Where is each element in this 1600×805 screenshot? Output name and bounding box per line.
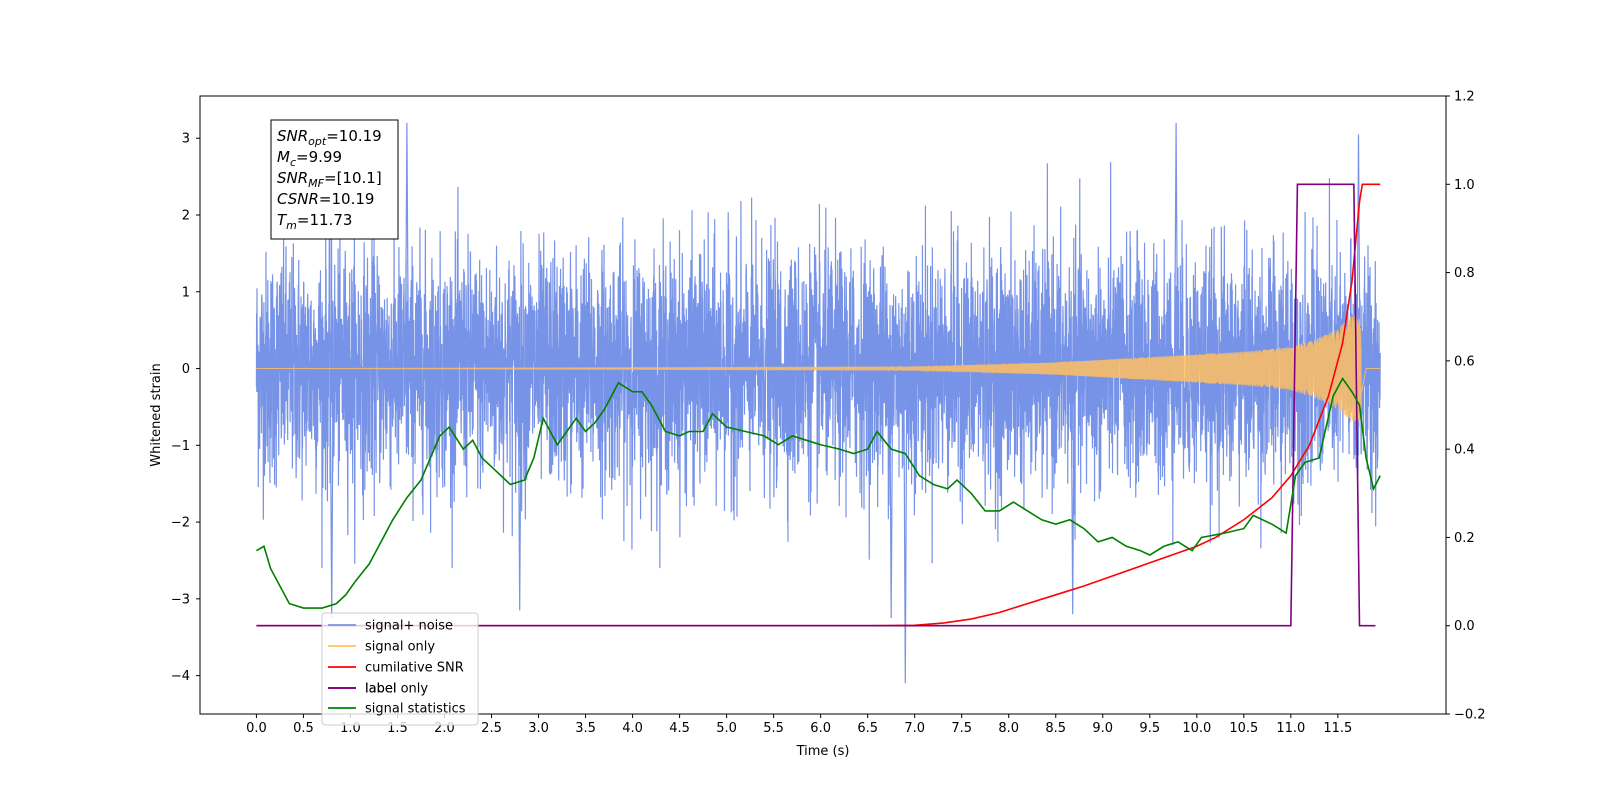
x-tick-label: 9.0 — [1092, 721, 1113, 736]
stats-line: SNRopt=10.19 — [277, 127, 382, 148]
x-tick-label: 2.5 — [481, 721, 502, 736]
series-cumilative-snr — [256, 183, 1381, 627]
x-tick-label: 4.0 — [622, 721, 643, 736]
noise-peak — [517, 368, 522, 611]
stats-line: Tm=11.73 — [277, 211, 352, 232]
noise-peak — [404, 122, 409, 369]
series-signal-statistics — [256, 376, 1381, 609]
noise-peak — [1174, 122, 1179, 369]
x-tick-label: 6.0 — [810, 721, 831, 736]
noise-peak — [889, 368, 894, 619]
x-tick-label: 5.0 — [716, 721, 737, 736]
x-tick-label: 3.5 — [575, 721, 596, 736]
y-left-tick-label: 0 — [182, 362, 190, 377]
x-tick-label: 7.0 — [904, 721, 925, 736]
x-tick-label: 6.5 — [857, 721, 878, 736]
y-left-tick-label: −2 — [171, 516, 190, 531]
stats-line: SNRMF=[10.1] — [277, 169, 382, 190]
x-tick-label: 0.0 — [246, 721, 267, 736]
x-tick-label: 5.5 — [763, 721, 784, 736]
y-right-tick-label: 1.0 — [1454, 178, 1475, 193]
x-tick-label: 3.0 — [528, 721, 549, 736]
legend-label: signal only — [365, 640, 435, 655]
x-tick-label: 11.5 — [1323, 721, 1352, 736]
noise-peak — [903, 368, 908, 684]
y-right-tick-label: 0.0 — [1454, 619, 1475, 634]
x-tick-label: 0.5 — [293, 721, 314, 736]
y-right-tick-label: 0.4 — [1454, 443, 1475, 458]
y-right-tick-label: 0.2 — [1454, 531, 1475, 546]
y-left-tick-label: −1 — [171, 439, 190, 454]
x-tick-label: 11.0 — [1276, 721, 1305, 736]
series-signal-noise — [255, 162, 1381, 569]
y-right-tick-label: 1.2 — [1454, 90, 1475, 105]
y-right-tick-label: 0.8 — [1454, 266, 1475, 281]
legend-box — [321, 612, 479, 726]
stats-line: Mc=9.99 — [277, 148, 342, 169]
x-tick-label: 8.0 — [998, 721, 1019, 736]
legend-label: label only — [365, 682, 428, 697]
legend-label: signal+ noise — [365, 619, 453, 634]
stats-line: CSNR=10.19 — [277, 190, 374, 208]
noise-peak — [1070, 368, 1075, 615]
y-axis-label: Whitened strain — [149, 363, 164, 466]
legend-label: cumilative SNR — [365, 661, 464, 676]
y-left-tick-label: 1 — [182, 285, 190, 300]
x-tick-label: 9.5 — [1139, 721, 1160, 736]
series-label — [256, 183, 1376, 627]
x-tick-label: 7.5 — [951, 721, 972, 736]
x-axis-label: Time (s) — [796, 744, 850, 759]
legend-label: signal statistics — [365, 702, 466, 717]
legend-label: label — [365, 682, 396, 697]
y-left-tick-label: 3 — [182, 132, 190, 147]
x-tick-label: 10.5 — [1229, 721, 1258, 736]
x-tick-label: 4.5 — [669, 721, 690, 736]
y-right-tick-label: −0.2 — [1454, 708, 1486, 723]
x-tick-label: 8.5 — [1045, 721, 1066, 736]
plot-frame — [199, 95, 1447, 715]
noise-peak — [1356, 134, 1361, 369]
y-right-tick-label: 0.6 — [1454, 354, 1475, 369]
y-left-tick-label: −3 — [171, 592, 190, 607]
y-left-tick-label: 2 — [182, 208, 190, 223]
series-signal-only — [256, 315, 1381, 423]
stats-box — [270, 119, 399, 240]
y-left-tick-label: −4 — [171, 669, 190, 684]
stats-annotation: SNRopt=10.19Mc=9.99SNRMF=[10.1]CSNR=10.1… — [270, 119, 399, 240]
legend: signal+ noise signal only cumilative SNR la… — [321, 612, 479, 726]
x-tick-label: 10.0 — [1182, 721, 1211, 736]
